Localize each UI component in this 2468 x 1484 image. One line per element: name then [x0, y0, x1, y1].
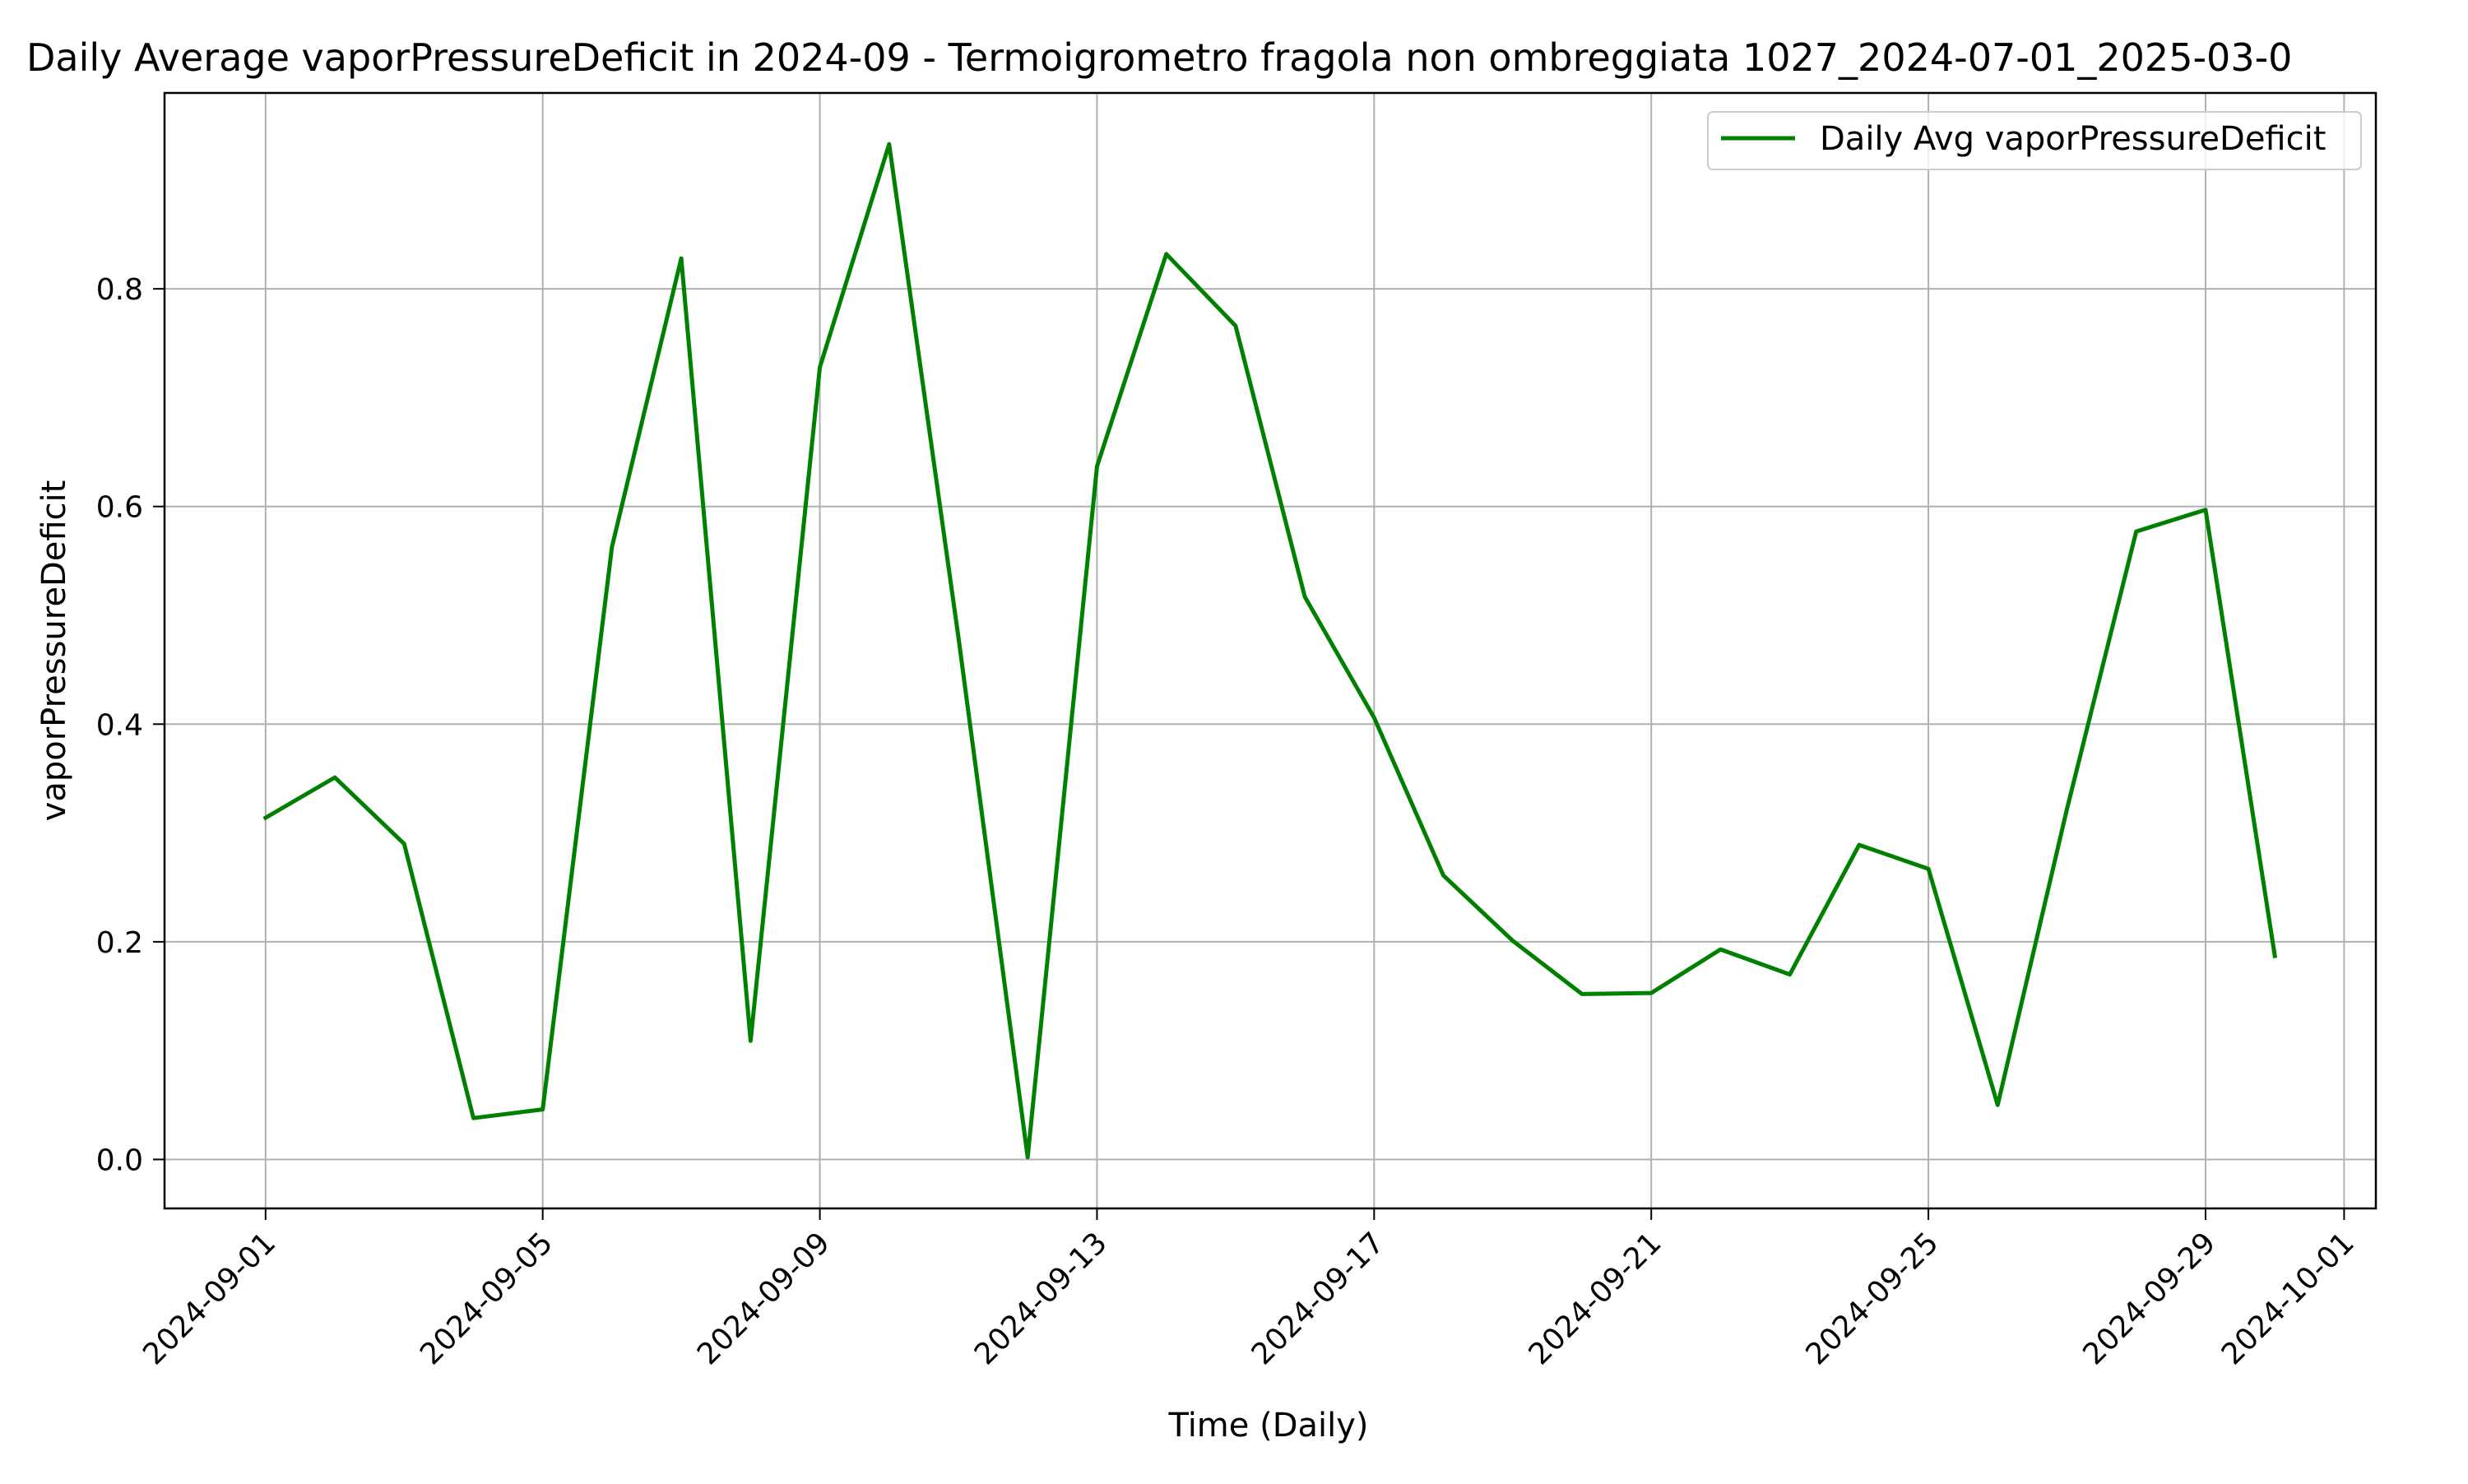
data-point [1649, 990, 1654, 995]
data-point [818, 364, 823, 369]
data-point [263, 815, 268, 820]
data-point [332, 775, 337, 780]
y-tick-label: 0.6 [96, 491, 143, 525]
data-point [2272, 953, 2277, 958]
legend-box [1707, 111, 2362, 170]
data-point [1857, 842, 1862, 847]
y-tick-label: 0.8 [96, 273, 143, 307]
series-layer [262, 141, 2278, 1160]
data-point [1788, 972, 1793, 977]
data-point [1995, 1102, 2000, 1107]
data-point [401, 842, 406, 846]
data-point [1580, 991, 1584, 996]
series-line-0 [262, 141, 2278, 1160]
data-point [1233, 323, 1238, 328]
data-point [1510, 939, 1515, 944]
y-tick-label: 0.2 [96, 926, 143, 960]
data-point [887, 141, 892, 146]
y-axis: 0.0 0.2 0.4 0.6 0.8 [96, 273, 165, 1177]
y-tick-label: 0.0 [96, 1143, 143, 1177]
x-axis-label: Time (Daily) [1167, 1407, 1368, 1445]
data-point [1302, 595, 1307, 600]
y-tick-label: 0.4 [96, 708, 143, 742]
chart-title: Daily Average vaporPressureDeficit in 20… [26, 35, 2292, 80]
data-point [1164, 252, 1169, 257]
data-point [610, 545, 615, 550]
data-point [956, 634, 961, 639]
plot-area-frame [163, 91, 2378, 1210]
legend: Daily Avg vaporPressureDeficit [1707, 111, 2362, 170]
data-point [1371, 715, 1376, 720]
data-point [748, 1038, 753, 1043]
data-point [2134, 529, 2139, 534]
data-point [2065, 806, 2070, 811]
data-point [1926, 866, 1931, 871]
data-point [540, 1107, 545, 1112]
data-point [1025, 1155, 1030, 1160]
y-axis-label: vaporPressureDeficit [35, 480, 73, 822]
data-point [471, 1115, 476, 1120]
data-point [679, 256, 684, 261]
data-point [1441, 873, 1446, 878]
data-point [1094, 464, 1099, 469]
data-point [1718, 947, 1723, 952]
data-point [2203, 508, 2208, 512]
legend-label: Daily Avg vaporPressureDeficit [1820, 120, 2326, 158]
grid-lines [165, 93, 2376, 1208]
